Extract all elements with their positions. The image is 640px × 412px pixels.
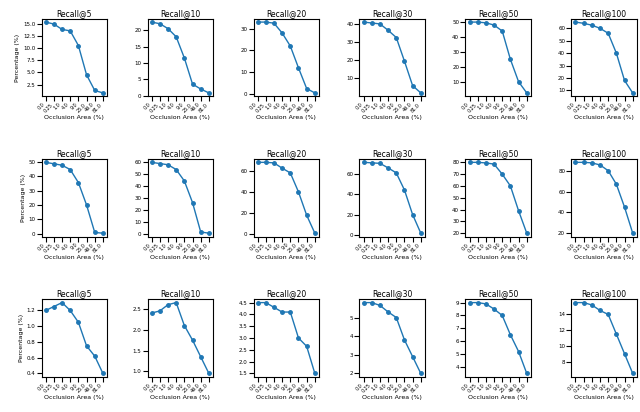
- X-axis label: Occlusion Area (%): Occlusion Area (%): [362, 255, 422, 260]
- X-axis label: Occlusion Area (%): Occlusion Area (%): [574, 255, 634, 260]
- X-axis label: Occlusion Area (%): Occlusion Area (%): [574, 395, 634, 400]
- X-axis label: Occlusion Area (%): Occlusion Area (%): [150, 395, 210, 400]
- Title: Recall@5: Recall@5: [56, 149, 92, 158]
- X-axis label: Occlusion Area (%): Occlusion Area (%): [44, 115, 104, 119]
- X-axis label: Occlusion Area (%): Occlusion Area (%): [468, 115, 528, 119]
- Title: Recall@100: Recall@100: [582, 9, 627, 18]
- Title: Recall@5: Recall@5: [56, 289, 92, 298]
- Title: Recall@20: Recall@20: [266, 9, 307, 18]
- X-axis label: Occlusion Area (%): Occlusion Area (%): [362, 115, 422, 119]
- Title: Recall@50: Recall@50: [478, 289, 518, 298]
- X-axis label: Occlusion Area (%): Occlusion Area (%): [150, 115, 210, 119]
- X-axis label: Occlusion Area (%): Occlusion Area (%): [256, 255, 316, 260]
- Title: Recall@10: Recall@10: [160, 289, 200, 298]
- X-axis label: Occlusion Area (%): Occlusion Area (%): [468, 255, 528, 260]
- Title: Recall@20: Recall@20: [266, 149, 307, 158]
- Title: Recall@30: Recall@30: [372, 149, 412, 158]
- X-axis label: Occlusion Area (%): Occlusion Area (%): [362, 395, 422, 400]
- Title: Recall@100: Recall@100: [582, 149, 627, 158]
- Title: Recall@5: Recall@5: [56, 9, 92, 18]
- Y-axis label: Percentage (%): Percentage (%): [20, 174, 26, 222]
- X-axis label: Occlusion Area (%): Occlusion Area (%): [44, 395, 104, 400]
- Title: Recall@30: Recall@30: [372, 289, 412, 298]
- Title: Recall@30: Recall@30: [372, 9, 412, 18]
- Title: Recall@100: Recall@100: [582, 289, 627, 298]
- Title: Recall@10: Recall@10: [160, 149, 200, 158]
- X-axis label: Occlusion Area (%): Occlusion Area (%): [44, 255, 104, 260]
- X-axis label: Occlusion Area (%): Occlusion Area (%): [150, 255, 210, 260]
- Title: Recall@20: Recall@20: [266, 289, 307, 298]
- X-axis label: Occlusion Area (%): Occlusion Area (%): [574, 115, 634, 119]
- X-axis label: Occlusion Area (%): Occlusion Area (%): [256, 395, 316, 400]
- X-axis label: Occlusion Area (%): Occlusion Area (%): [468, 395, 528, 400]
- Y-axis label: Percentage (%): Percentage (%): [19, 314, 24, 362]
- X-axis label: Occlusion Area (%): Occlusion Area (%): [256, 115, 316, 119]
- Title: Recall@50: Recall@50: [478, 149, 518, 158]
- Title: Recall@50: Recall@50: [478, 9, 518, 18]
- Title: Recall@10: Recall@10: [160, 9, 200, 18]
- Y-axis label: Percentage (%): Percentage (%): [15, 33, 20, 82]
